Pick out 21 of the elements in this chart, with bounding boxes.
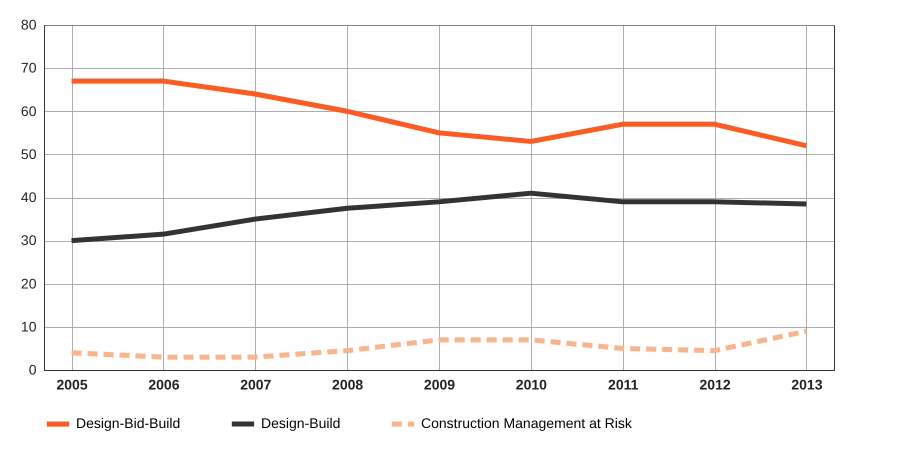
y-tick-label: 20 (20, 275, 37, 292)
y-tick-label: 0 (28, 362, 37, 378)
y-tick-label: 70 (20, 60, 37, 76)
x-tick-label: 2007 (240, 376, 272, 392)
x-tick-label: 2008 (332, 376, 364, 392)
x-tick-label: 2013 (791, 376, 823, 392)
x-tick-label: 2009 (424, 376, 456, 392)
x-tick-label: 2005 (56, 376, 88, 392)
x-tick-label: 2011 (608, 376, 639, 392)
y-tick-label: 40 (20, 189, 37, 205)
y-tick-label: 60 (20, 102, 37, 119)
legend-label: Construction Management at Risk (421, 415, 633, 431)
legend-label: Design-Bid-Build (76, 415, 180, 431)
legend-label: Design-Build (261, 415, 340, 431)
x-tick-label: 2012 (700, 376, 731, 392)
x-tick-label: 2010 (516, 376, 548, 392)
y-tick-label: 30 (20, 232, 37, 248)
y-tick-label: 10 (20, 318, 37, 334)
y-tick-label: 50 (20, 146, 37, 162)
y-tick-label: 80 (20, 16, 37, 32)
x-tick-label: 2006 (148, 376, 180, 392)
